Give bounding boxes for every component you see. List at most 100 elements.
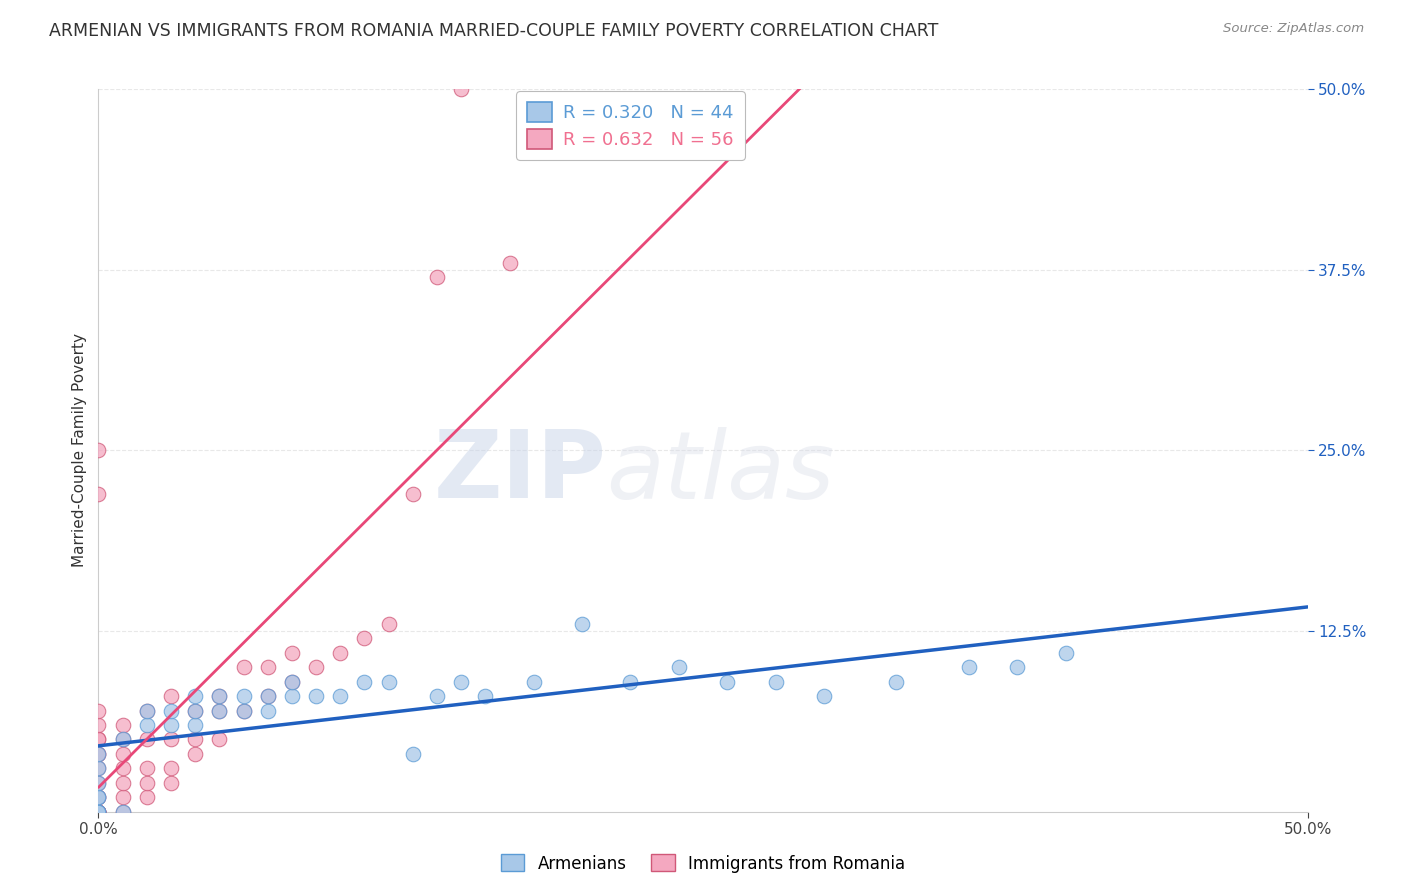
Legend: Armenians, Immigrants from Romania: Armenians, Immigrants from Romania bbox=[494, 847, 912, 880]
Point bbox=[305, 689, 328, 703]
Text: ARMENIAN VS IMMIGRANTS FROM ROMANIA MARRIED-COUPLE FAMILY POVERTY CORRELATION CH: ARMENIAN VS IMMIGRANTS FROM ROMANIA MARR… bbox=[49, 22, 939, 40]
Point bbox=[87, 732, 110, 747]
Point bbox=[256, 689, 278, 703]
Point bbox=[184, 732, 207, 747]
Point bbox=[111, 732, 134, 747]
Point bbox=[232, 704, 254, 718]
Point bbox=[426, 270, 449, 285]
Point bbox=[402, 747, 425, 761]
Point bbox=[353, 674, 375, 689]
Point bbox=[232, 689, 254, 703]
Point bbox=[668, 660, 690, 674]
Point bbox=[87, 443, 110, 458]
Y-axis label: Married-Couple Family Poverty: Married-Couple Family Poverty bbox=[72, 334, 87, 567]
Point bbox=[184, 747, 207, 761]
Point bbox=[208, 689, 231, 703]
Point bbox=[135, 732, 157, 747]
Point bbox=[87, 790, 110, 805]
Point bbox=[87, 704, 110, 718]
Point bbox=[111, 761, 134, 775]
Point bbox=[87, 805, 110, 819]
Text: ZIP: ZIP bbox=[433, 426, 606, 518]
Point bbox=[135, 790, 157, 805]
Point bbox=[1007, 660, 1029, 674]
Point bbox=[426, 689, 449, 703]
Point bbox=[232, 704, 254, 718]
Point bbox=[160, 704, 183, 718]
Point bbox=[281, 689, 304, 703]
Point bbox=[1054, 646, 1077, 660]
Point bbox=[111, 805, 134, 819]
Point bbox=[450, 674, 472, 689]
Point bbox=[498, 255, 520, 269]
Point bbox=[135, 704, 157, 718]
Point bbox=[305, 660, 328, 674]
Point bbox=[87, 732, 110, 747]
Point bbox=[87, 790, 110, 805]
Point bbox=[329, 689, 352, 703]
Point bbox=[377, 616, 399, 631]
Point bbox=[353, 632, 375, 646]
Point bbox=[87, 790, 110, 805]
Point bbox=[135, 776, 157, 790]
Point bbox=[957, 660, 980, 674]
Point bbox=[256, 689, 278, 703]
Point bbox=[87, 805, 110, 819]
Point bbox=[402, 487, 425, 501]
Point bbox=[87, 805, 110, 819]
Point bbox=[87, 718, 110, 732]
Point bbox=[184, 704, 207, 718]
Point bbox=[87, 747, 110, 761]
Point bbox=[87, 805, 110, 819]
Point bbox=[208, 704, 231, 718]
Point bbox=[87, 747, 110, 761]
Point bbox=[281, 646, 304, 660]
Point bbox=[135, 704, 157, 718]
Point bbox=[87, 761, 110, 775]
Point bbox=[111, 732, 134, 747]
Point bbox=[87, 761, 110, 775]
Point bbox=[329, 646, 352, 660]
Point bbox=[813, 689, 835, 703]
Point bbox=[208, 704, 231, 718]
Point bbox=[111, 790, 134, 805]
Text: Source: ZipAtlas.com: Source: ZipAtlas.com bbox=[1223, 22, 1364, 36]
Point bbox=[87, 776, 110, 790]
Point bbox=[474, 689, 496, 703]
Point bbox=[208, 732, 231, 747]
Point bbox=[377, 674, 399, 689]
Point bbox=[208, 689, 231, 703]
Point bbox=[256, 704, 278, 718]
Point bbox=[87, 747, 110, 761]
Point bbox=[111, 747, 134, 761]
Point bbox=[111, 776, 134, 790]
Point bbox=[87, 805, 110, 819]
Point bbox=[450, 82, 472, 96]
Point bbox=[87, 487, 110, 501]
Point bbox=[281, 674, 304, 689]
Point bbox=[571, 616, 593, 631]
Point bbox=[232, 660, 254, 674]
Point bbox=[523, 674, 546, 689]
Point bbox=[87, 776, 110, 790]
Point bbox=[184, 704, 207, 718]
Point bbox=[87, 805, 110, 819]
Point bbox=[184, 718, 207, 732]
Point bbox=[160, 776, 183, 790]
Point bbox=[886, 674, 908, 689]
Point bbox=[135, 718, 157, 732]
Point bbox=[160, 732, 183, 747]
Point bbox=[87, 805, 110, 819]
Text: atlas: atlas bbox=[606, 426, 835, 517]
Point bbox=[87, 790, 110, 805]
Legend: R = 0.320   N = 44, R = 0.632   N = 56: R = 0.320 N = 44, R = 0.632 N = 56 bbox=[516, 91, 745, 160]
Point bbox=[87, 805, 110, 819]
Point bbox=[111, 718, 134, 732]
Point bbox=[716, 674, 738, 689]
Point bbox=[160, 761, 183, 775]
Point bbox=[87, 805, 110, 819]
Point bbox=[281, 674, 304, 689]
Point bbox=[160, 689, 183, 703]
Point bbox=[87, 805, 110, 819]
Point bbox=[87, 805, 110, 819]
